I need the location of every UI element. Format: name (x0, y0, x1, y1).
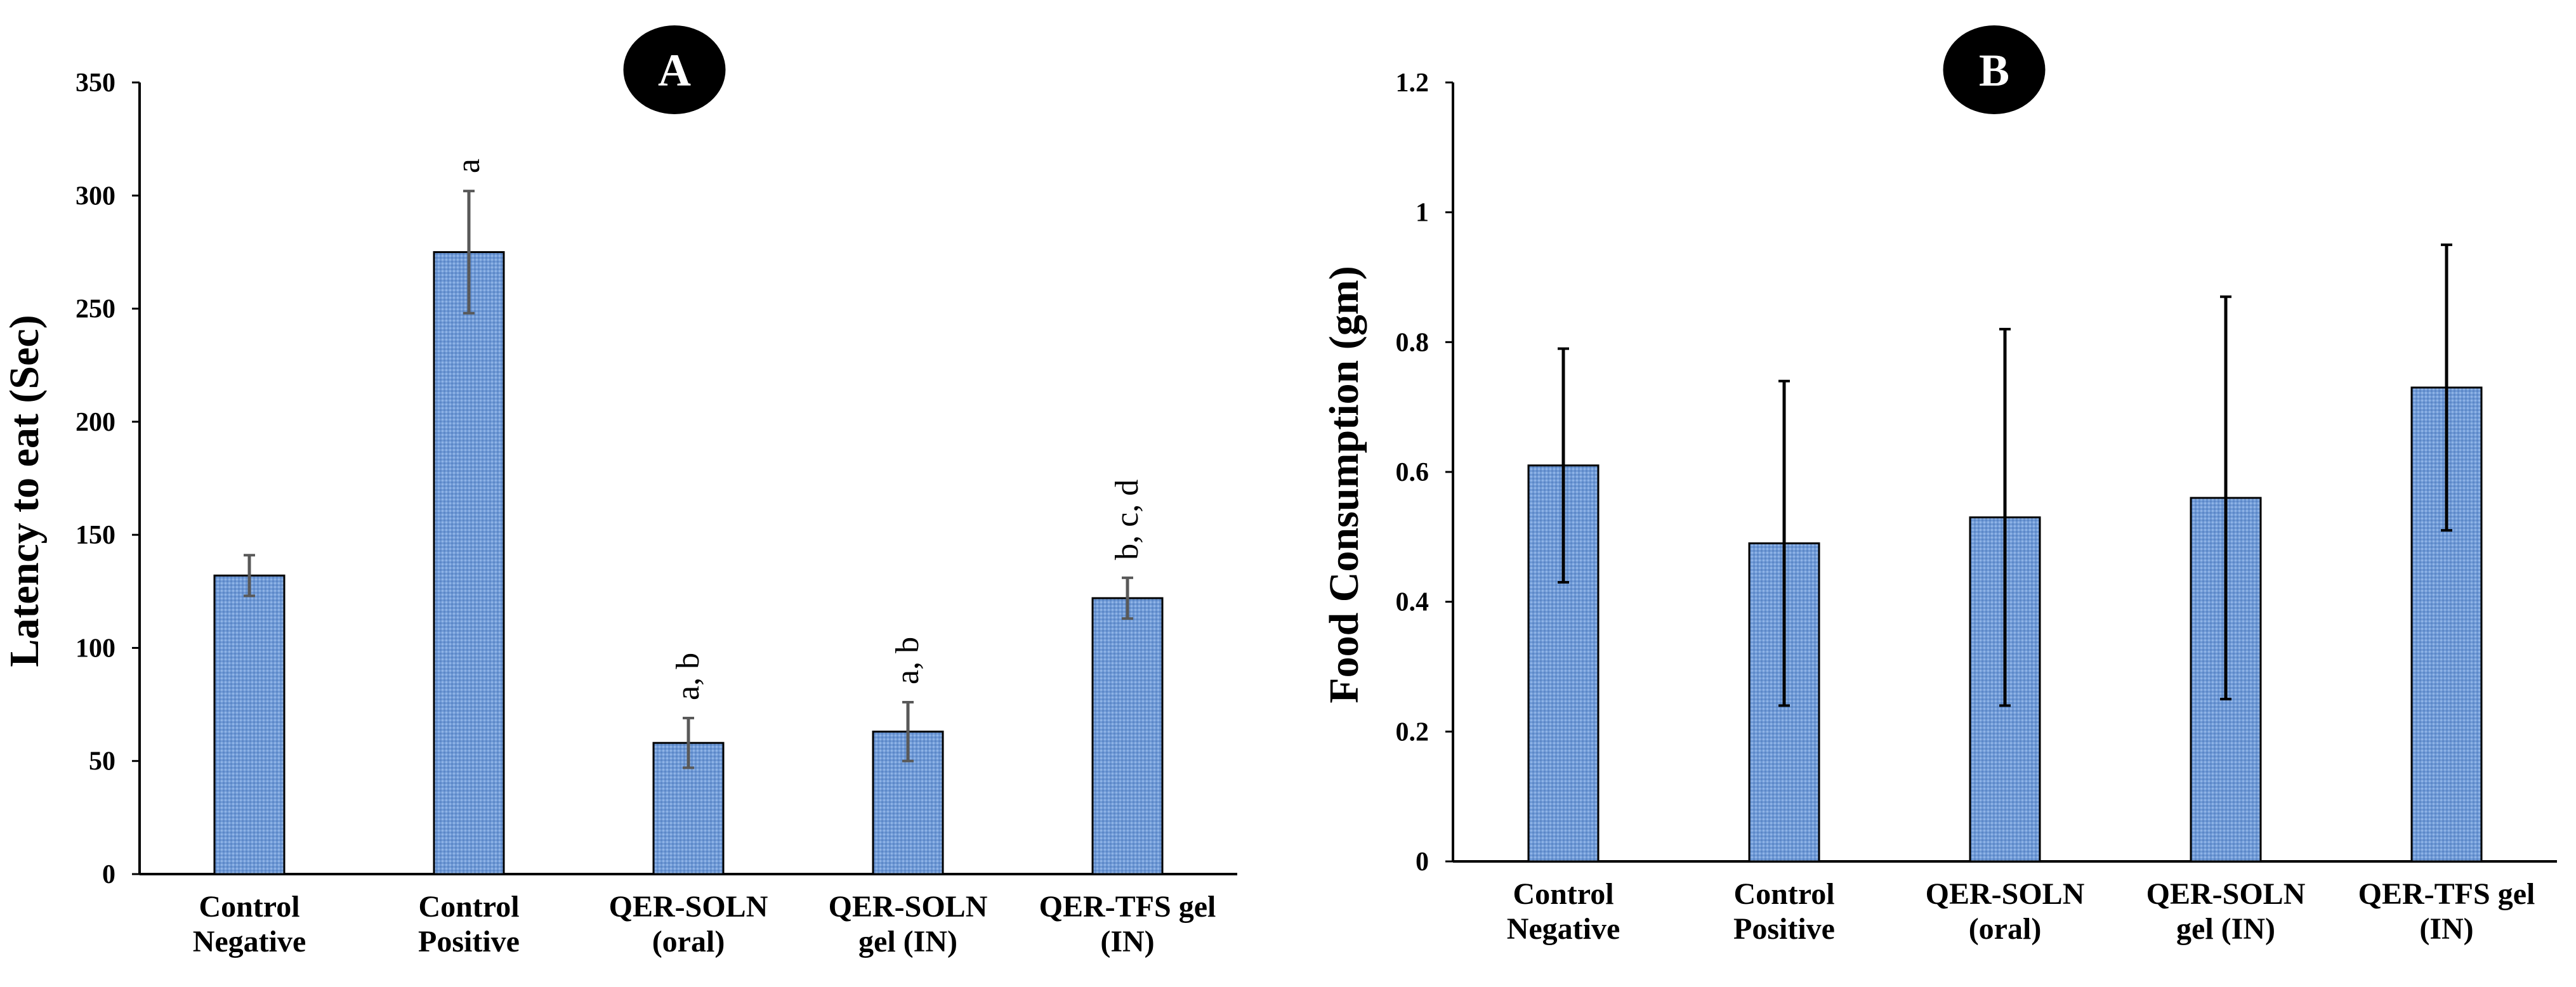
bar-a-2 (433, 251, 505, 875)
bar-a-5 (1091, 597, 1164, 875)
y-tick-label: 1.2 (1396, 69, 1429, 98)
y-axis-title: Food Consumption (gm) (1321, 266, 1367, 703)
significance-label: a, b (670, 653, 706, 700)
y-axis-title: Latency to eat (Sec) (1, 315, 48, 667)
y-tick-label: 150 (76, 521, 115, 550)
category-label-line2: (oral) (652, 925, 725, 958)
y-tick-label: 300 (76, 181, 115, 211)
category-label-line1: QER-SOLN (1926, 877, 2085, 911)
category-label-line2: (IN) (1100, 925, 1154, 958)
panel-label: B (1979, 45, 2009, 96)
panel-badge (623, 25, 726, 114)
y-tick-label: 1 (1416, 199, 1429, 228)
y-tick-label: 50 (89, 747, 115, 776)
y-tick-label: 0.2 (1396, 717, 1429, 747)
y-tick-label: 0 (102, 860, 115, 889)
bar-a-3 (652, 742, 725, 875)
bar-a-1 (213, 574, 286, 875)
category-label-line1: QER-TFS gel (2358, 877, 2535, 911)
category-label-line2: (IN) (2419, 912, 2473, 946)
panel-badge (1943, 25, 2046, 114)
category-label-line1: Control (1513, 877, 1613, 911)
panel-a-chart: 050100150200250300350ControlNegativeaCon… (1, 25, 1237, 958)
category-label-line1: Control (199, 890, 299, 924)
significance-label: a (450, 159, 487, 173)
category-label-line2: Positive (418, 925, 520, 958)
category-label-line1: QER-SOLN (2146, 877, 2306, 911)
y-tick-label: 0.4 (1396, 588, 1429, 617)
category-label-line2: gel (IN) (2176, 912, 2275, 946)
category-label-line2: Positive (1733, 912, 1835, 946)
y-tick-label: 350 (76, 69, 115, 98)
category-label-line2: (oral) (1969, 912, 2042, 946)
category-label-line1: QER-SOLN (829, 890, 988, 924)
significance-label: b, c, d (1109, 480, 1145, 560)
y-tick-label: 0.6 (1396, 458, 1429, 487)
y-tick-label: 250 (76, 295, 115, 324)
panel-b-chart: 00.20.40.60.811.2ControlNegativeControlP… (1321, 25, 2557, 946)
category-label-line2: gel (IN) (858, 925, 957, 958)
category-label-line1: Control (418, 890, 519, 924)
category-label-line1: QER-TFS gel (1039, 890, 1216, 924)
category-label-line1: Control (1733, 877, 1834, 911)
category-label-line1: QER-SOLN (609, 890, 768, 924)
panel-label: A (658, 45, 691, 96)
category-label-line2: Negative (1507, 912, 1620, 946)
y-tick-label: 0 (1416, 847, 1429, 877)
y-tick-label: 200 (76, 408, 115, 437)
y-tick-label: 0.8 (1396, 328, 1429, 357)
significance-label: a, b (890, 637, 926, 684)
category-label-line2: Negative (193, 925, 306, 958)
y-tick-label: 100 (76, 634, 115, 663)
